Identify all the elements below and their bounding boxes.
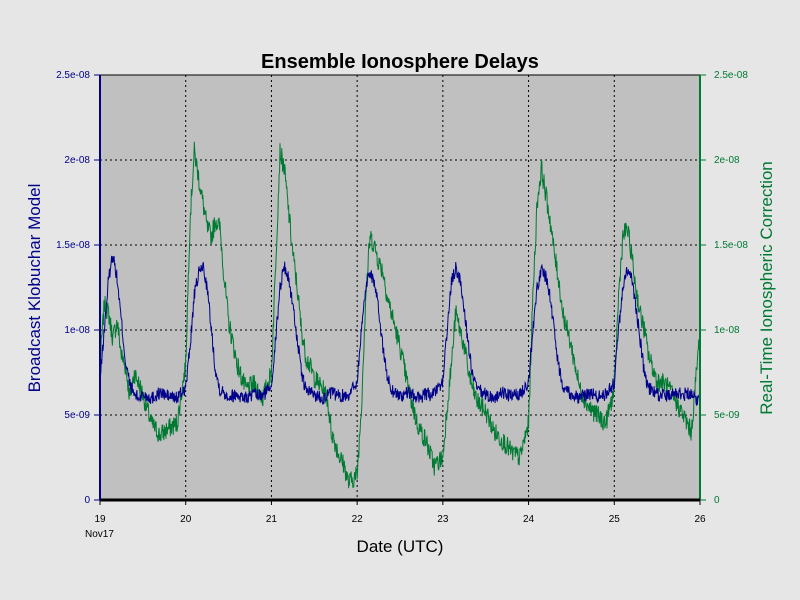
y-tick-label-left: 2.5e-08 [56,70,90,81]
y-axis-label-left: Broadcast Klobuchar Model [25,184,44,393]
y-tick-label-right: 2e-08 [714,155,740,166]
x-tick-label: 19 [94,514,106,525]
plot-area-bg [100,75,700,500]
y-axis-label-right: Real-Time Ionospheric Correction [757,161,776,415]
series-layer [99,141,701,489]
x-tick-label: 21 [266,514,278,525]
series-line-realtime [99,141,701,489]
y-tick-label-left: 1.5e-08 [56,240,90,251]
grid [100,75,700,500]
y-tick-label-left: 0 [84,495,90,506]
x-tick-sublabel: Nov17 [85,529,114,540]
x-tick-label: 23 [437,514,449,525]
x-tick-label: 20 [180,514,192,525]
x-axis-label: Date (UTC) [357,537,444,556]
y-tick-label-left: 5e-09 [64,410,90,421]
y-tick-label-left: 2e-08 [64,155,90,166]
y-tick-label-right: 5e-09 [714,410,740,421]
y-tick-label-left: 1e-08 [64,325,90,336]
x-tick-label: 25 [609,514,621,525]
axes: 19 20 21 22 23 24 25 26 0 0 5e-09 5e-09 1e-08 1e-08 1.… [56,70,748,525]
x-tick-label: 22 [352,514,364,525]
chart-title: Ensemble Ionosphere Delays [261,51,539,73]
y-tick-label-right: 1.5e-08 [714,240,748,251]
y-tick-label-right: 0 [714,495,720,506]
series-line-klobuchar [99,255,701,407]
x-tick-label: 24 [523,514,535,525]
x-tick-label: 26 [694,514,706,525]
y-tick-label-right: 2.5e-08 [714,70,748,81]
y-tick-label-right: 1e-08 [714,325,740,336]
